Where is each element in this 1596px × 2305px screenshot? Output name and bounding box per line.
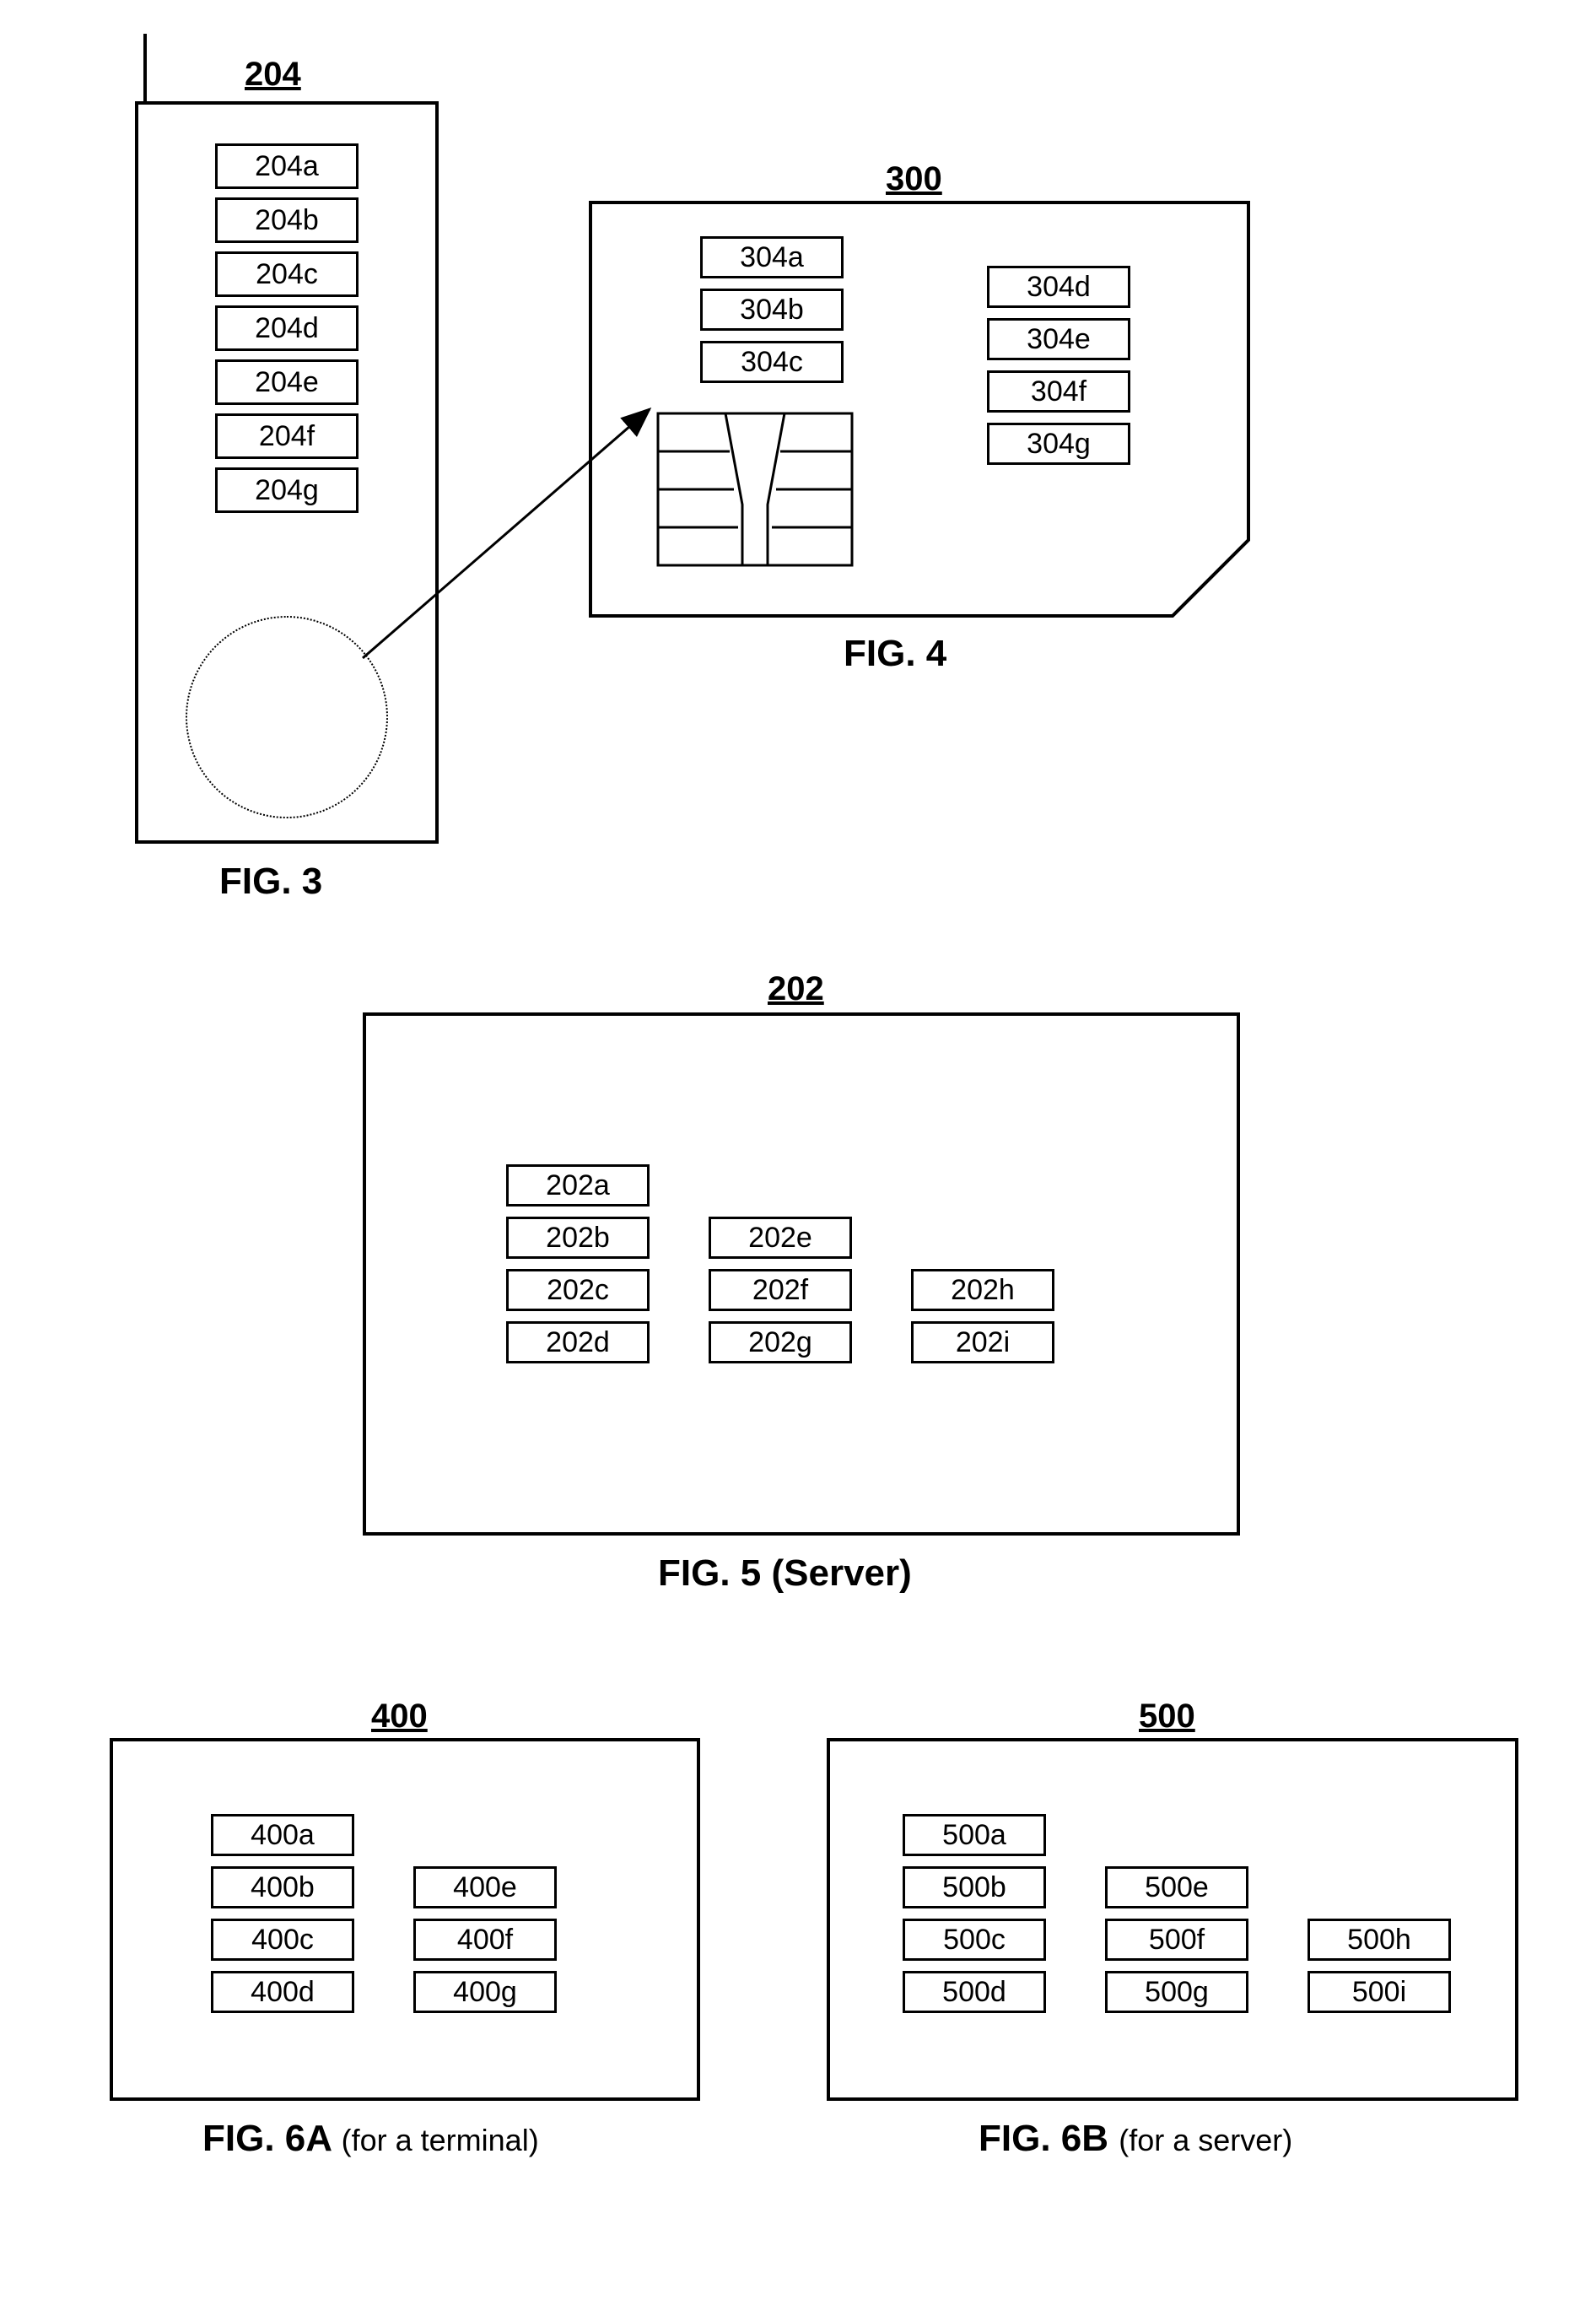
fig6a-label-400b: 400b [211, 1866, 354, 1908]
fig4-label-304c: 304c [700, 341, 844, 383]
fig4-label-304d: 304d [987, 266, 1130, 308]
fig6b-label-500c: 500c [903, 1919, 1046, 1961]
fig6a-label-400a: 400a [211, 1814, 354, 1856]
fig4-title: 300 [886, 160, 942, 198]
fig5-label-202e: 202e [709, 1217, 852, 1259]
fig3-title: 204 [245, 56, 301, 94]
fig6b-label-500e: 500e [1105, 1866, 1248, 1908]
fig4-label-304b: 304b [700, 289, 844, 331]
fig6b-title: 500 [1139, 1698, 1195, 1735]
fig6a-outline [110, 1738, 700, 2101]
fig4-label-304g: 304g [987, 423, 1130, 465]
fig4-label-304a: 304a [700, 236, 844, 278]
fig5-label-202g: 202g [709, 1321, 852, 1363]
fig5-label-202a: 202a [506, 1164, 650, 1206]
fig3-caption: FIG. 3 [219, 861, 322, 903]
fig6b-label-500g: 500g [1105, 1971, 1248, 2013]
fig6a-label-400f: 400f [413, 1919, 557, 1961]
fig5-label-202i: 202i [911, 1321, 1054, 1363]
fig6b-label-500h: 500h [1308, 1919, 1451, 1961]
sim-location-circle [186, 616, 388, 818]
fig3-label-204g: 204g [215, 467, 359, 513]
fig6b-label-500d: 500d [903, 1971, 1046, 2013]
fig5-label-202d: 202d [506, 1321, 650, 1363]
fig6a-label-400c: 400c [211, 1919, 354, 1961]
fig6b-label-500b: 500b [903, 1866, 1046, 1908]
fig6b-label-500f: 500f [1105, 1919, 1248, 1961]
antenna [143, 34, 147, 101]
fig5-title: 202 [768, 970, 824, 1008]
fig4-label-304e: 304e [987, 318, 1130, 360]
fig3-label-204d: 204d [215, 305, 359, 351]
sim-card-outline [590, 202, 1248, 616]
fig6b-label-500a: 500a [903, 1814, 1046, 1856]
sim-chip-icon [658, 413, 852, 565]
fig4-label-304f: 304f [987, 370, 1130, 413]
fig3-label-204c: 204c [215, 251, 359, 297]
fig6a-caption: FIG. 6A (for a terminal) [202, 2118, 539, 2160]
fig6a-label-400d: 400d [211, 1971, 354, 2013]
diagram-canvas: 204 204a 204b 204c 204d 204e 204f 204g FIG. 3 300… [34, 34, 1562, 2271]
fig5-caption: FIG. 5 (Server) [658, 1552, 912, 1595]
fig6a-label-400e: 400e [413, 1866, 557, 1908]
fig5-label-202f: 202f [709, 1269, 852, 1311]
fig6b-label-500i: 500i [1308, 1971, 1451, 2013]
fig3-label-204f: 204f [215, 413, 359, 459]
fig6a-title: 400 [371, 1698, 428, 1735]
fig3-label-204e: 204e [215, 359, 359, 405]
fig3-label-204b: 204b [215, 197, 359, 243]
fig6b-caption: FIG. 6B (for a server) [979, 2118, 1292, 2160]
fig5-label-202b: 202b [506, 1217, 650, 1259]
fig5-label-202h: 202h [911, 1269, 1054, 1311]
fig3-label-204a: 204a [215, 143, 359, 189]
fig5-label-202c: 202c [506, 1269, 650, 1311]
fig4-caption: FIG. 4 [844, 633, 946, 675]
fig6a-label-400g: 400g [413, 1971, 557, 2013]
